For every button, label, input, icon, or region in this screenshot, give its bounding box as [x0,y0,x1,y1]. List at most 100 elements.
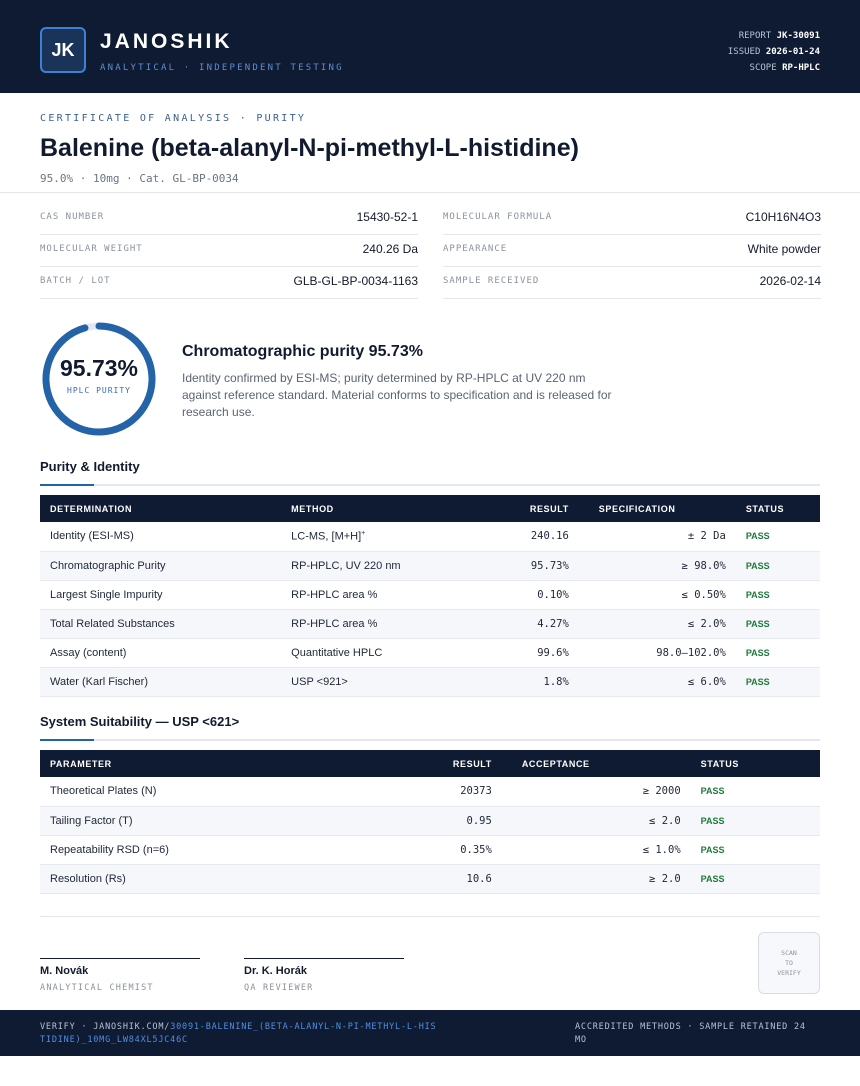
suitability-table: PARAMETER RESULT ACCEPTANCE STATUS Theoretic… [40,750,820,894]
table-row: Water (Karl Fischer) USP <921> 1.8% ≤ 6.0% P… [40,667,820,697]
info-label: SAMPLE RECEIVED [443,276,540,286]
cell: 4.27% [455,609,579,639]
purity-table: DETERMINATION METHOD RESULT SPECIFICATION ST… [40,495,820,697]
meta-value: JK-30091 [776,31,820,41]
meta-row: ISSUED 2026-01-24 [728,44,820,60]
status: PASS [690,835,820,865]
purity-heading: Chromatographic purity 95.73% [182,343,423,360]
column-header: RESULT [455,495,579,522]
column-header: PARAMETER [40,750,348,777]
info-value: C10H16N4O3 [745,210,821,224]
table-row: Chromatographic Purity RP-HPLC, UV 220 nm… [40,551,820,581]
divider [0,192,860,193]
table-row: Theoretical Plates (N) 20373 ≥ 2000 PASS [40,777,820,807]
purity-caption: HPLC PURITY [67,386,131,395]
purity-value: 95.73% [59,355,138,381]
status: PASS [735,638,820,668]
cell: Assay (content) [40,638,282,668]
table-row: Repeatability RSD (n=6) 0.35% ≤ 1.0% PASS [40,835,820,865]
ring-arc [42,322,156,436]
cell: Largest Single Impurity [40,580,282,610]
cell: ≥ 2000 [501,777,691,807]
signer-name: Dr. K. Horák [244,965,307,977]
column-header: METHOD [281,495,456,522]
status: PASS [735,667,820,697]
table-row: Identity (ESI-MS) LC-MS, [M+H]+ 240.16 ± 2 … [40,522,820,552]
section-rule [40,484,820,486]
footer [0,1010,860,1056]
cell: 0.10% [455,580,579,610]
divider [40,916,820,917]
cell: 10.6 [347,864,502,894]
brand: JANOSHIK [100,30,233,53]
cell: RP-HPLC, UV 220 nm [281,551,456,581]
signer-role: ANALYTICAL CHEMIST [40,983,154,993]
title: Balenine (beta-alanyl-N-pi-methyl-L-hist… [40,134,579,162]
meta-value: RP-HPLC [782,63,820,73]
section-rule [40,739,820,741]
cell: Water (Karl Fischer) [40,667,282,697]
cell: ≥ 2.0 [501,864,691,894]
cell: USP <921> [281,667,456,697]
cell: RP-HPLC area % [281,580,456,610]
meta-label: SCOPE [749,63,777,73]
column-header: ACCEPTANCE [501,750,691,777]
status: PASS [735,551,820,581]
info-value: White powder [747,242,821,256]
header-row: DETERMINATION METHOD RESULT SPECIFICATION ST… [40,495,820,522]
meta-label: REPORT [738,31,772,41]
cell: 240.16 [455,522,579,552]
verify-prefix: VERIFY · JANOSHIK.COM/ [40,1022,171,1032]
cell: Theoretical Plates (N) [40,777,348,807]
status: PASS [735,580,820,610]
info-value: 240.26 Da [362,242,418,256]
superscript: + [361,529,366,537]
purity-text: Identity confirmed by ESI-MS; purity det… [182,371,612,419]
subtitle: 95.0% · 10mg · Cat. GL-BP-0034 [40,172,239,185]
verify-link[interactable]: VERIFY · JANOSHIK.COM/30091-BALENINE_(BE… [40,1021,440,1047]
cell: ≤ 2.0 [501,806,691,836]
cell: ≤ 0.50% [578,580,736,610]
tagline: ANALYTICAL · INDEPENDENT TESTING [100,63,344,73]
cell: Chromatographic Purity [40,551,282,581]
header-row: PARAMETER RESULT ACCEPTANCE STATUS [40,750,820,777]
report-meta: REPORT JK-30091 ISSUED 2026-01-24 SCOPE RP… [728,28,820,76]
cell: RP-HPLC area % [281,609,456,639]
info-item: APPEARANCE White powder [443,235,821,267]
footer-note: ACCREDITED METHODS · SAMPLE RETAINED 24 … [575,1022,806,1045]
cell: ≤ 2.0% [578,609,736,639]
signature-line [40,958,200,959]
info-label: BATCH / LOT [40,276,111,286]
cell: Resolution (Rs) [40,864,348,894]
cell: 20373 [347,777,502,807]
cell: 95.73% [455,551,579,581]
info-item: MOLECULAR WEIGHT 240.26 Da [40,235,418,267]
info-item: SAMPLE RECEIVED 2026-02-14 [443,267,821,299]
column-header: SPECIFICATION [578,495,736,522]
kicker: CERTIFICATE OF ANALYSIS · PURITY [40,113,307,124]
cell: ≥ 98.0% [578,551,736,581]
cell: Tailing Factor (T) [40,806,348,836]
qr-code[interactable]: SCAN TO VERIFY [758,932,820,994]
status: PASS [690,864,820,894]
cell: Quantitative HPLC [281,638,456,668]
signature-line [244,958,404,959]
meta-label: ISSUED [727,47,761,57]
logo: JK [40,27,86,73]
info-label: CAS NUMBER [40,212,105,222]
cell: 98.0–102.0% [578,638,736,668]
table-row: Largest Single Impurity RP-HPLC area % 0.1… [40,580,820,610]
purity-ring [42,322,156,436]
meta-row: SCOPE RP-HPLC [728,60,820,76]
table-row: Tailing Factor (T) 0.95 ≤ 2.0 PASS [40,806,820,836]
verify-path[interactable]: 30091-BALENINE_(BETA-ALANYL-N-PI-METHYL-… [40,1022,437,1045]
cell: LC-MS, [M+H]+ [281,522,456,552]
status: PASS [735,609,820,639]
section-title: Purity & Identity [40,459,140,474]
info-item: MOLECULAR FORMULA C10H16N4O3 [443,203,821,235]
info-value: 15430-52-1 [356,210,418,224]
signer-role: QA REVIEWER [244,983,314,993]
info-value: GLB-GL-BP-0034-1163 [293,274,418,288]
cell: 99.6% [455,638,579,668]
